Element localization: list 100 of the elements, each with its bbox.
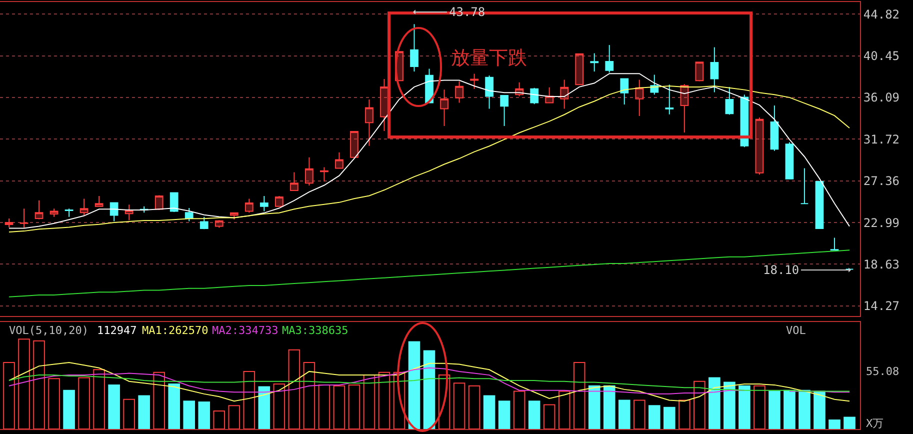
bar xyxy=(543,404,556,429)
candlestick xyxy=(755,116,764,176)
bar xyxy=(333,385,346,429)
candlestick xyxy=(545,86,554,104)
bar xyxy=(378,372,390,429)
candlestick xyxy=(440,89,448,126)
bar xyxy=(724,382,736,429)
bar xyxy=(558,390,570,429)
text: VOL xyxy=(786,324,806,337)
candlestick xyxy=(665,84,674,115)
text: X万 xyxy=(866,417,884,430)
bar xyxy=(633,400,646,429)
bar xyxy=(483,395,496,429)
y-tick-label: 22.99 xyxy=(863,216,900,230)
text: MA3:338635 xyxy=(282,324,348,337)
candlestick xyxy=(815,181,824,229)
candlestick xyxy=(770,104,779,152)
candlestick xyxy=(214,220,224,228)
annotation: 43.78 xyxy=(449,5,486,19)
annotation: 18.10 xyxy=(763,263,800,277)
candlestick xyxy=(64,208,74,218)
text: VOL(5,10,20) xyxy=(9,324,88,337)
candlestick xyxy=(800,168,809,204)
bar xyxy=(663,406,676,429)
bar xyxy=(768,390,780,429)
candlestick xyxy=(305,156,314,186)
candlestick xyxy=(154,194,164,210)
bar xyxy=(423,350,436,429)
bar xyxy=(198,402,210,429)
candlestick xyxy=(635,79,644,117)
candlestick xyxy=(200,216,208,230)
candlestick xyxy=(170,192,178,212)
bar xyxy=(183,400,196,429)
text: MA2:334733 xyxy=(212,324,278,337)
candlestick xyxy=(575,53,584,86)
text: MA1:262570 xyxy=(142,324,208,337)
bar xyxy=(243,370,256,429)
bar xyxy=(93,369,105,429)
bar xyxy=(573,362,586,429)
bar xyxy=(844,416,856,429)
candlestick xyxy=(244,198,254,214)
bar xyxy=(273,384,286,429)
candlestick xyxy=(290,172,298,191)
bar xyxy=(108,384,120,429)
bar xyxy=(513,390,526,429)
bar xyxy=(393,372,406,429)
candlestick xyxy=(620,78,629,105)
candlestick xyxy=(20,208,28,228)
candlestick xyxy=(560,79,569,110)
candlestick xyxy=(695,61,704,82)
candlestick xyxy=(50,208,58,218)
text: 55.08 xyxy=(866,365,900,378)
bar xyxy=(3,362,15,429)
line-series xyxy=(8,250,850,298)
bar xyxy=(603,385,616,429)
candlestick xyxy=(470,73,478,90)
candlestick xyxy=(500,95,508,126)
candlestick xyxy=(830,237,839,250)
bar xyxy=(18,338,30,429)
bar xyxy=(528,400,540,429)
bar xyxy=(784,390,796,429)
candlestick xyxy=(124,204,134,221)
bar xyxy=(318,384,330,429)
candlestick xyxy=(350,131,358,160)
candlestick xyxy=(725,86,734,116)
bar xyxy=(153,372,165,429)
bar xyxy=(78,377,90,429)
bar xyxy=(618,400,630,429)
bar xyxy=(453,382,466,429)
bar xyxy=(213,410,226,429)
bar xyxy=(468,385,480,429)
bar xyxy=(63,390,75,429)
y-tick-label: 40.45 xyxy=(863,49,900,64)
y-tick-label: 27.36 xyxy=(863,174,900,188)
bar xyxy=(738,385,750,429)
candlestick xyxy=(80,198,88,216)
candlestick xyxy=(230,212,238,220)
annotation: 放量下跌 xyxy=(451,47,527,69)
y-tick-label: 31.72 xyxy=(863,132,900,146)
bar xyxy=(438,374,450,429)
y-tick-label: 14.27 xyxy=(863,298,900,313)
candlestick xyxy=(320,166,328,182)
candlestick xyxy=(34,200,44,220)
candlestick xyxy=(710,46,719,93)
candlestick xyxy=(605,44,614,73)
bar xyxy=(288,349,300,429)
bar xyxy=(694,380,706,429)
bar xyxy=(798,390,810,429)
bar xyxy=(648,405,660,429)
candlestick xyxy=(365,99,374,146)
bar xyxy=(138,395,150,429)
candlestick xyxy=(785,142,794,180)
bar xyxy=(48,378,60,429)
y-tick-label: 44.82 xyxy=(863,7,900,22)
bar xyxy=(408,341,420,429)
candlestick xyxy=(274,196,284,208)
bar xyxy=(828,420,840,429)
y-tick-label: 36.09 xyxy=(863,90,900,105)
bar xyxy=(168,384,180,429)
candlestick xyxy=(4,218,14,228)
